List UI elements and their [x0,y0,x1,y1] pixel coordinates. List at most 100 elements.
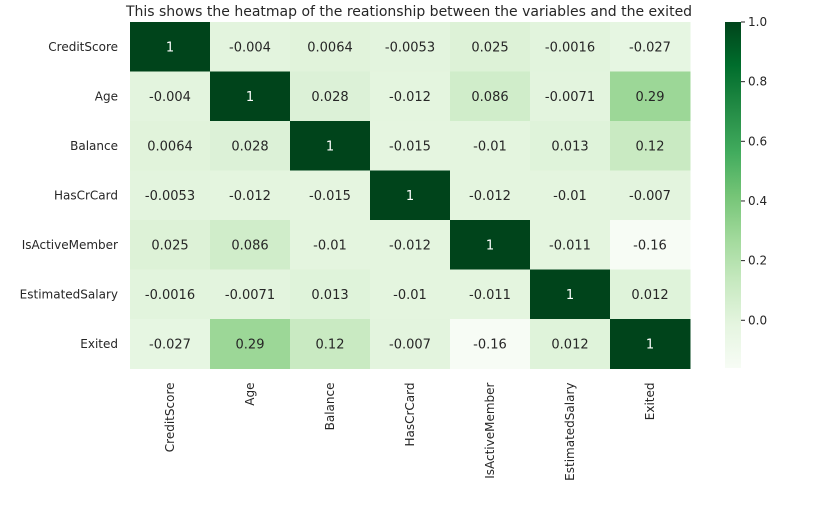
heatmap-cell-r1-c1 [210,71,291,122]
y-tick-label-isactivemember: IsActiveMember [22,238,118,252]
x-tick-label-creditscore: CreditScore [163,383,177,453]
heatmap-cell-r3-c1 [210,170,291,221]
x-tick-label-balance: Balance [323,383,337,431]
heatmap-cell-r3-c2 [290,170,371,221]
heatmap-cell-r5-c3 [370,269,451,320]
heatmap-cell-r4-c1 [210,220,291,270]
x-tick-label-estimatedsalary: EstimatedSalary [563,383,577,481]
heatmap-cell-r5-c2 [290,269,371,320]
heatmap-cell-r0-c0 [130,22,211,72]
heatmap-cell-r2-c3 [370,121,451,171]
y-tick-label-hascrcard: HasCrCard [54,188,118,202]
heatmap-cell-r6-c1 [210,319,291,369]
heatmap-cell-r6-c6 [610,319,691,369]
heatmap-cell-r3-c0 [130,170,211,221]
heatmap-cell-r0-c3 [370,22,451,72]
cell-label-r0-c6: -0.027 [629,40,671,55]
cell-label-r3-c1: -0.012 [229,189,271,204]
heatmap-cell-r1-c2 [290,71,371,122]
cell-label-r4-c4: 1 [486,238,494,253]
heatmap-cell-r5-c6 [610,269,691,320]
y-tick-label-balance: Balance [70,139,118,153]
colorbar: 0.0 0.2 0.4 0.6 0.8 1.0 [725,15,767,368]
heatmap-cell-r4-c3 [370,220,451,270]
cell-label-r5-c1: -0.0071 [225,288,275,303]
colorbar-tick-label: 0.4 [748,194,767,208]
cell-label-r1-c2: 0.028 [311,90,348,105]
cell-label-r3-c5: -0.01 [553,189,587,204]
heatmap-cell-r0-c6 [610,22,691,72]
cell-label-r5-c5: 1 [566,288,574,303]
y-tick-label-creditscore: CreditScore [48,40,118,54]
cell-label-r0-c5: -0.0016 [545,40,595,55]
heatmap-cell-r3-c3 [370,170,451,221]
cell-label-r1-c1: 1 [246,90,254,105]
cell-label-r6-c3: -0.007 [389,337,431,352]
heatmap-cell-r6-c4 [450,319,531,369]
colorbar-gradient [725,22,741,368]
y-tick-label-age: Age [95,89,118,103]
cell-label-r1-c0: -0.004 [149,90,191,105]
x-tick-label-exited: Exited [643,383,657,421]
heatmap-cell-r2-c2 [290,121,371,171]
cell-label-r3-c4: -0.012 [469,189,511,204]
cell-label-r4-c5: -0.011 [549,238,591,253]
y-tick-label-estimatedsalary: EstimatedSalary [20,287,118,301]
heatmap-cell-r5-c5 [530,269,611,320]
cell-label-r1-c3: -0.012 [389,90,431,105]
x-tick-label-hascrcard: HasCrCard [403,383,417,447]
cell-label-r0-c3: -0.0053 [385,40,435,55]
cell-label-r3-c2: -0.015 [309,189,351,204]
heatmap-cell-r1-c3 [370,71,451,122]
cell-label-r0-c2: 0.0064 [307,40,353,55]
heatmap-cell-r2-c4 [450,121,531,171]
y-tick-label-exited: Exited [80,337,118,351]
heatmap-cell-r6-c2 [290,319,371,369]
heatmap-cell-r0-c1 [210,22,291,72]
cell-label-r6-c2: 0.12 [316,337,345,352]
x-axis-ticks: CreditScore Age Balance HasCrCard IsActiveMe… [163,382,657,480]
heatmap-cell-r0-c4 [450,22,531,72]
cell-label-r3-c6: -0.007 [629,189,671,204]
heatmap-cell-r6-c5 [530,319,611,369]
cell-label-r4-c0: 0.025 [151,238,188,253]
cell-label-r1-c6: 0.29 [636,90,665,105]
heatmap-cell-r3-c4 [450,170,531,221]
cell-label-r4-c1: 0.086 [231,238,268,253]
cell-label-r2-c1: 0.028 [231,139,268,154]
x-tick-label-isactivemember: IsActiveMember [483,382,497,478]
cell-label-r2-c3: -0.015 [389,139,431,154]
colorbar-tick-label: 0.6 [748,134,767,148]
cell-label-r2-c0: 0.0064 [147,139,193,154]
cell-label-r3-c3: 1 [406,189,414,204]
cell-label-r0-c4: 0.025 [471,40,508,55]
cell-label-r0-c1: -0.004 [229,40,271,55]
cell-label-r2-c5: 0.013 [551,139,588,154]
x-tick-label-age: Age [243,383,257,406]
cell-label-r2-c6: 0.12 [636,139,665,154]
heatmap-cell-r4-c2 [290,220,371,270]
heatmap-cells [130,22,691,369]
cell-label-r3-c0: -0.0053 [145,189,195,204]
colorbar-tick-label: 0.0 [748,313,767,327]
heatmap-cell-r0-c5 [530,22,611,72]
cell-label-r6-c6: 1 [646,337,654,352]
colorbar-tick-label: 0.8 [748,75,767,89]
heatmap-cell-r3-c6 [610,170,691,221]
heatmap-cell-r4-c6 [610,220,691,270]
cell-label-r0-c0: 1 [166,40,174,55]
heatmap-cell-r2-c6 [610,121,691,171]
heatmap-cell-r0-c2 [290,22,371,72]
heatmap-cell-r4-c5 [530,220,611,270]
heatmap-cell-r4-c0 [130,220,211,270]
heatmap-cell-r2-c5 [530,121,611,171]
heatmap-cell-r5-c0 [130,269,211,320]
cell-label-r4-c2: -0.01 [313,238,347,253]
colorbar-tick-label: 0.2 [748,254,767,268]
cell-label-r2-c4: -0.01 [473,139,507,154]
heatmap-cell-r1-c4 [450,71,531,122]
heatmap-cell-labels: 1 -0.004 0.0064 -0.0053 0.025 -0.0016 -0.027 -0… [145,40,671,352]
cell-label-r4-c6: -0.16 [633,238,667,253]
cell-label-r6-c5: 0.012 [551,337,588,352]
